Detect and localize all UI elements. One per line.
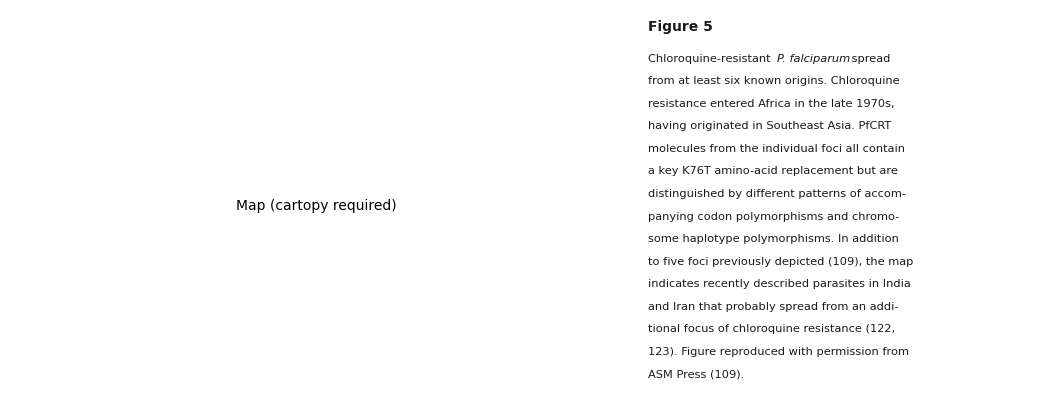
Text: distinguished by different patterns of accom-: distinguished by different patterns of a…	[649, 189, 907, 199]
Text: Figure 5: Figure 5	[649, 20, 714, 34]
Text: some haplotype polymorphisms. In addition: some haplotype polymorphisms. In additio…	[649, 234, 900, 244]
Text: indicates recently described parasites in India: indicates recently described parasites i…	[649, 279, 911, 289]
Text: panying codon polymorphisms and chromo-: panying codon polymorphisms and chromo-	[649, 211, 900, 222]
Text: a key K76T amino-acid replacement but are: a key K76T amino-acid replacement but ar…	[649, 166, 898, 176]
Text: to five foci previously depicted (109), the map: to five foci previously depicted (109), …	[649, 257, 913, 267]
Text: Map (cartopy required): Map (cartopy required)	[236, 199, 396, 213]
Text: and Iran that probably spread from an addi-: and Iran that probably spread from an ad…	[649, 302, 898, 312]
Text: spread: spread	[849, 54, 891, 64]
Text: molecules from the individual foci all contain: molecules from the individual foci all c…	[649, 144, 906, 154]
Text: ASM Press (109).: ASM Press (109).	[649, 369, 744, 379]
Text: 123). Figure reproduced with permission from: 123). Figure reproduced with permission …	[649, 347, 909, 357]
Text: resistance entered Africa in the late 1970s,: resistance entered Africa in the late 19…	[649, 99, 895, 109]
Text: from at least six known origins. Chloroquine: from at least six known origins. Chloroq…	[649, 76, 901, 86]
Text: Chloroquine-resistant: Chloroquine-resistant	[649, 54, 774, 64]
Text: having originated in Southeast Asia. PfCRT: having originated in Southeast Asia. PfC…	[649, 122, 892, 131]
Text: P. falciparum: P. falciparum	[777, 54, 851, 64]
Text: tional focus of chloroquine resistance (122,: tional focus of chloroquine resistance (…	[649, 324, 895, 334]
